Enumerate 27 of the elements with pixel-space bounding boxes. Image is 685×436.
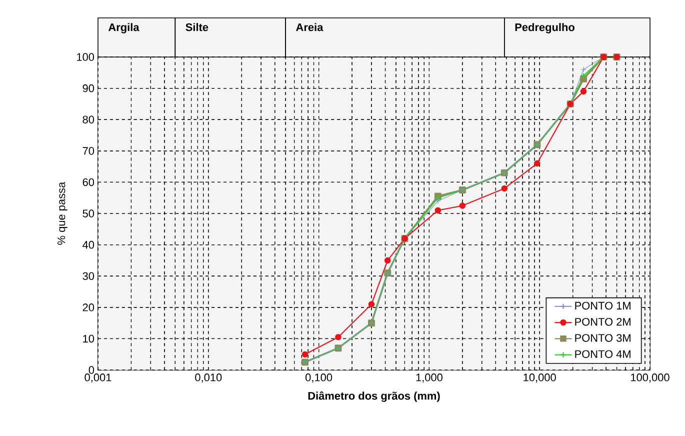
legend-label: PONTO 1M: [575, 302, 630, 310]
x-tick-label: 10,000: [524, 374, 556, 383]
y-tick-label: 70: [82, 147, 94, 155]
x-tick-label: 0,001: [84, 374, 112, 383]
y-tick-label: 100: [77, 53, 94, 61]
band-label: Areia: [296, 23, 324, 32]
y-tick-label: 90: [82, 84, 94, 92]
y-tick-label: 0: [88, 366, 94, 374]
y-tick-label: 60: [82, 178, 94, 186]
band-label: Pedregulho: [515, 23, 574, 34]
legend-label: PONTO 2M: [575, 318, 630, 326]
x-tick-label: 100,000: [631, 374, 670, 383]
y-axis-title: % que passa: [57, 182, 68, 245]
y-tick-label: 50: [82, 210, 94, 218]
band-label: Silte: [186, 23, 208, 32]
y-tick-label: 20: [82, 304, 94, 312]
x-axis-title: Diâmetro dos grãos (mm): [308, 391, 440, 402]
y-tick-label: 30: [82, 272, 94, 280]
legend-label: PONTO 4M: [575, 350, 630, 358]
x-tick-label: 0,100: [306, 374, 332, 383]
y-tick-label: 40: [82, 240, 94, 249]
x-tick-label: 1,000: [416, 374, 442, 383]
legend-label: PONTO 3M: [575, 334, 630, 342]
x-tick-label: 0,010: [195, 374, 222, 383]
band-label: Argila: [108, 23, 140, 34]
y-tick-label: 10: [83, 334, 94, 343]
y-tick-label: 80: [82, 116, 94, 124]
